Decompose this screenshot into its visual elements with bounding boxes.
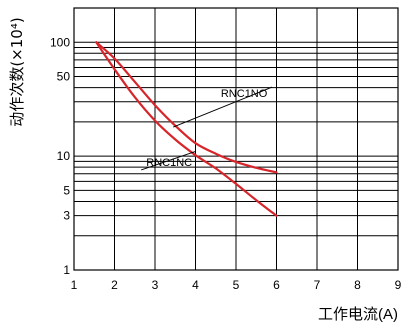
plot-frame <box>73 7 399 271</box>
y-tick-label: 1 <box>63 263 70 277</box>
annotation-leader-rnc1nc <box>141 150 196 171</box>
grid <box>74 8 398 270</box>
y-axis-label: 动作次数(×10⁴) <box>8 17 26 126</box>
series-layer <box>95 41 278 217</box>
x-tick-label: 1 <box>71 278 78 292</box>
x-axis-label: 工作电流(A) <box>318 306 398 323</box>
x-tick-label: 6 <box>273 278 280 292</box>
x-tick-label: 5 <box>233 278 240 292</box>
x-tick-label: 3 <box>152 278 159 292</box>
annotation-rnc1nc: RNC1NC <box>146 157 192 169</box>
y-tick-label: 10 <box>57 149 71 163</box>
x-tick-label: 8 <box>354 278 361 292</box>
series-line-rnc1no <box>95 41 278 174</box>
x-tick-label: 2 <box>111 278 118 292</box>
y-tick-label: 3 <box>63 209 70 223</box>
series-line-rnc1nc <box>95 41 278 217</box>
x-tick-label: 4 <box>192 278 199 292</box>
x-tick-label: 7 <box>314 278 321 292</box>
y-tick-label: 50 <box>57 70 71 84</box>
x-tick-labels: 1 2 3 4 5 6 7 8 9 <box>71 278 402 292</box>
y-tick-label: 5 <box>63 183 70 197</box>
y-tick-label: 100 <box>50 35 70 49</box>
x-tick-label: 9 <box>395 278 402 292</box>
annotation-leader-rnc1no <box>173 86 273 128</box>
annotation-layer: RNC1NO RNC1NC <box>141 86 273 171</box>
y-tick-labels: 1 3 5 10 50 100 <box>50 35 70 277</box>
annotation-rnc1no: RNC1NO <box>221 88 268 100</box>
